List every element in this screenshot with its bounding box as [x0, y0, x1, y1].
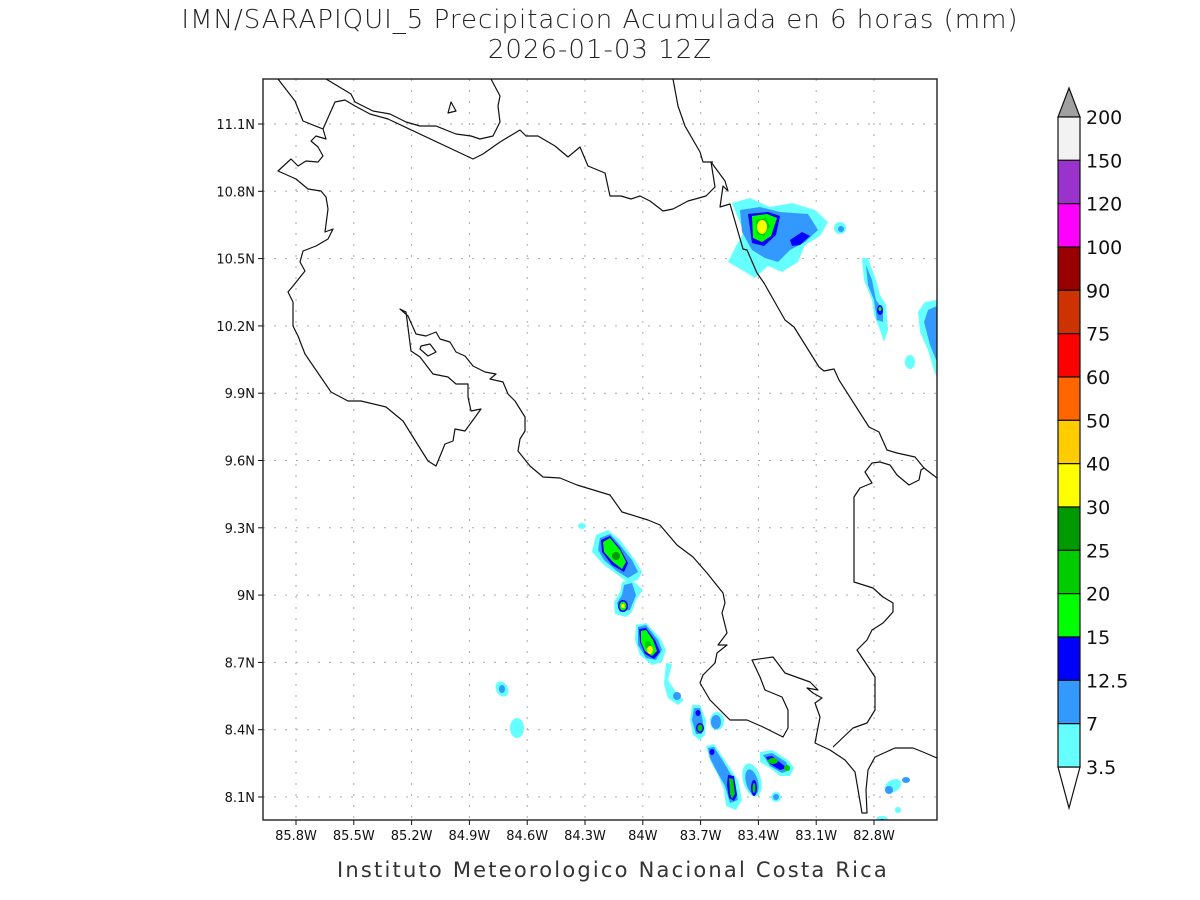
lon-tick-label: 83.1W [795, 829, 837, 844]
colorbar-label: 15 [1086, 627, 1110, 649]
colorbar-swatch [1057, 463, 1081, 508]
title-line-1: IMN/SARAPIQUI_5 Precipitacion Acumulada … [181, 5, 1018, 35]
colorbar-label: 100 [1086, 237, 1122, 259]
lat-tick-label: 11.1N [216, 118, 255, 133]
grid-lines [263, 79, 937, 820]
footer-credit: Instituto Meteorologico Nacional Costa R… [337, 858, 889, 882]
latitude-tick-labels: 8.1N 8.4N 8.7N 9N 9.3N 9.6N 9.9N 10.2N 10.5N 10.8… [216, 118, 263, 806]
lake-island [447, 101, 457, 114]
colorbar-swatch [1057, 203, 1081, 248]
colorbar-label: 3.5 [1086, 757, 1116, 779]
colorbar-swatch [1057, 289, 1081, 335]
colorbar-label: 200 [1086, 107, 1122, 129]
lat-tick-label: 9N [237, 589, 255, 604]
lon-tick-label: 85.8W [275, 829, 317, 844]
longitude-tick-labels: 85.8W 85.5W 85.2W 84.9W 84.6W 84.3W 84W 83.7W 83… [275, 820, 895, 844]
colorbar-swatch [1057, 333, 1081, 378]
colorbar-label: 150 [1086, 150, 1122, 172]
lat-tick-label: 10.2N [216, 320, 255, 335]
lat-tick-label: 8.7N [225, 656, 255, 671]
precip-cell-south-pacific [495, 523, 910, 820]
colorbar-swatch [1057, 549, 1081, 595]
lat-tick-label: 8.1N [225, 791, 255, 806]
lat-tick-label: 9.6N [225, 455, 255, 470]
colorbar-over-triangle [1057, 86, 1081, 118]
colorbar-swatch [1057, 679, 1081, 725]
lat-tick-label: 10.5N [216, 253, 255, 268]
lat-tick-label: 10.8N [216, 185, 255, 200]
colorbar-swatch [1057, 159, 1081, 205]
colorbar-swatch [1057, 376, 1081, 421]
lon-tick-label: 84.9W [448, 829, 490, 844]
precipitation-field [495, 198, 937, 820]
lon-tick-label: 82.8W [853, 829, 895, 844]
colorbar-legend: 200 150 120 100 90 75 60 50 40 30 25 20 15 12.5 7 3.5 [1057, 86, 1128, 811]
colorbar-swatch [1057, 116, 1081, 161]
colorbar-swatch [1057, 246, 1081, 291]
lon-tick-label: 84.6W [506, 829, 548, 844]
map-background [263, 79, 937, 820]
lon-tick-label: 84W [628, 829, 658, 844]
colorbar-label: 20 [1086, 584, 1110, 606]
colorbar-label: 60 [1086, 367, 1110, 389]
colorbar-under-triangle [1057, 766, 1081, 811]
coastlines-and-borders [277, 79, 937, 814]
colorbar-swatch [1057, 593, 1081, 638]
colorbar-label: 12.5 [1086, 670, 1128, 692]
lon-tick-label: 83.4W [737, 829, 779, 844]
colorbar-label: 75 [1086, 324, 1110, 346]
lat-tick-label: 9.9N [225, 387, 255, 402]
lat-tick-label: 9.3N [225, 522, 255, 537]
lon-tick-label: 85.5W [333, 829, 375, 844]
colorbar-swatch [1057, 636, 1081, 681]
precip-cell-north-caribbean [728, 198, 846, 278]
colorbar-label: 50 [1086, 410, 1110, 432]
lake-nicaragua-shore [325, 79, 501, 140]
lat-tick-label: 8.4N [225, 724, 255, 739]
colorbar-label: 120 [1086, 194, 1122, 216]
colorbar-label: 40 [1086, 454, 1110, 476]
colorbar-label: 30 [1086, 497, 1110, 519]
nicaragua-border [322, 99, 937, 479]
colorbar-label: 90 [1086, 280, 1110, 302]
precip-cell-offshore-east [862, 258, 937, 378]
lon-tick-label: 85.2W [391, 829, 433, 844]
pacific-coastline [277, 79, 937, 814]
caribbean-coastline-north [672, 79, 713, 163]
colorbar-label: 7 [1086, 714, 1098, 736]
map-panel: 85.8W 85.5W 85.2W 84.9W 84.6W 84.3W 84W 83.7W 83… [216, 78, 938, 844]
nicoya-island [419, 343, 437, 357]
colorbar-swatch [1057, 419, 1081, 465]
colorbar-swatch [1057, 723, 1081, 768]
colorbar-swatch [1057, 506, 1081, 551]
panama-gulf-coastline [832, 461, 925, 748]
map-frame [262, 78, 938, 821]
lon-tick-label: 84.3W [564, 829, 606, 844]
title-line-2: 2026-01-03 12Z [488, 35, 712, 65]
lon-tick-label: 83.7W [680, 829, 722, 844]
colorbar-label: 25 [1086, 540, 1110, 562]
